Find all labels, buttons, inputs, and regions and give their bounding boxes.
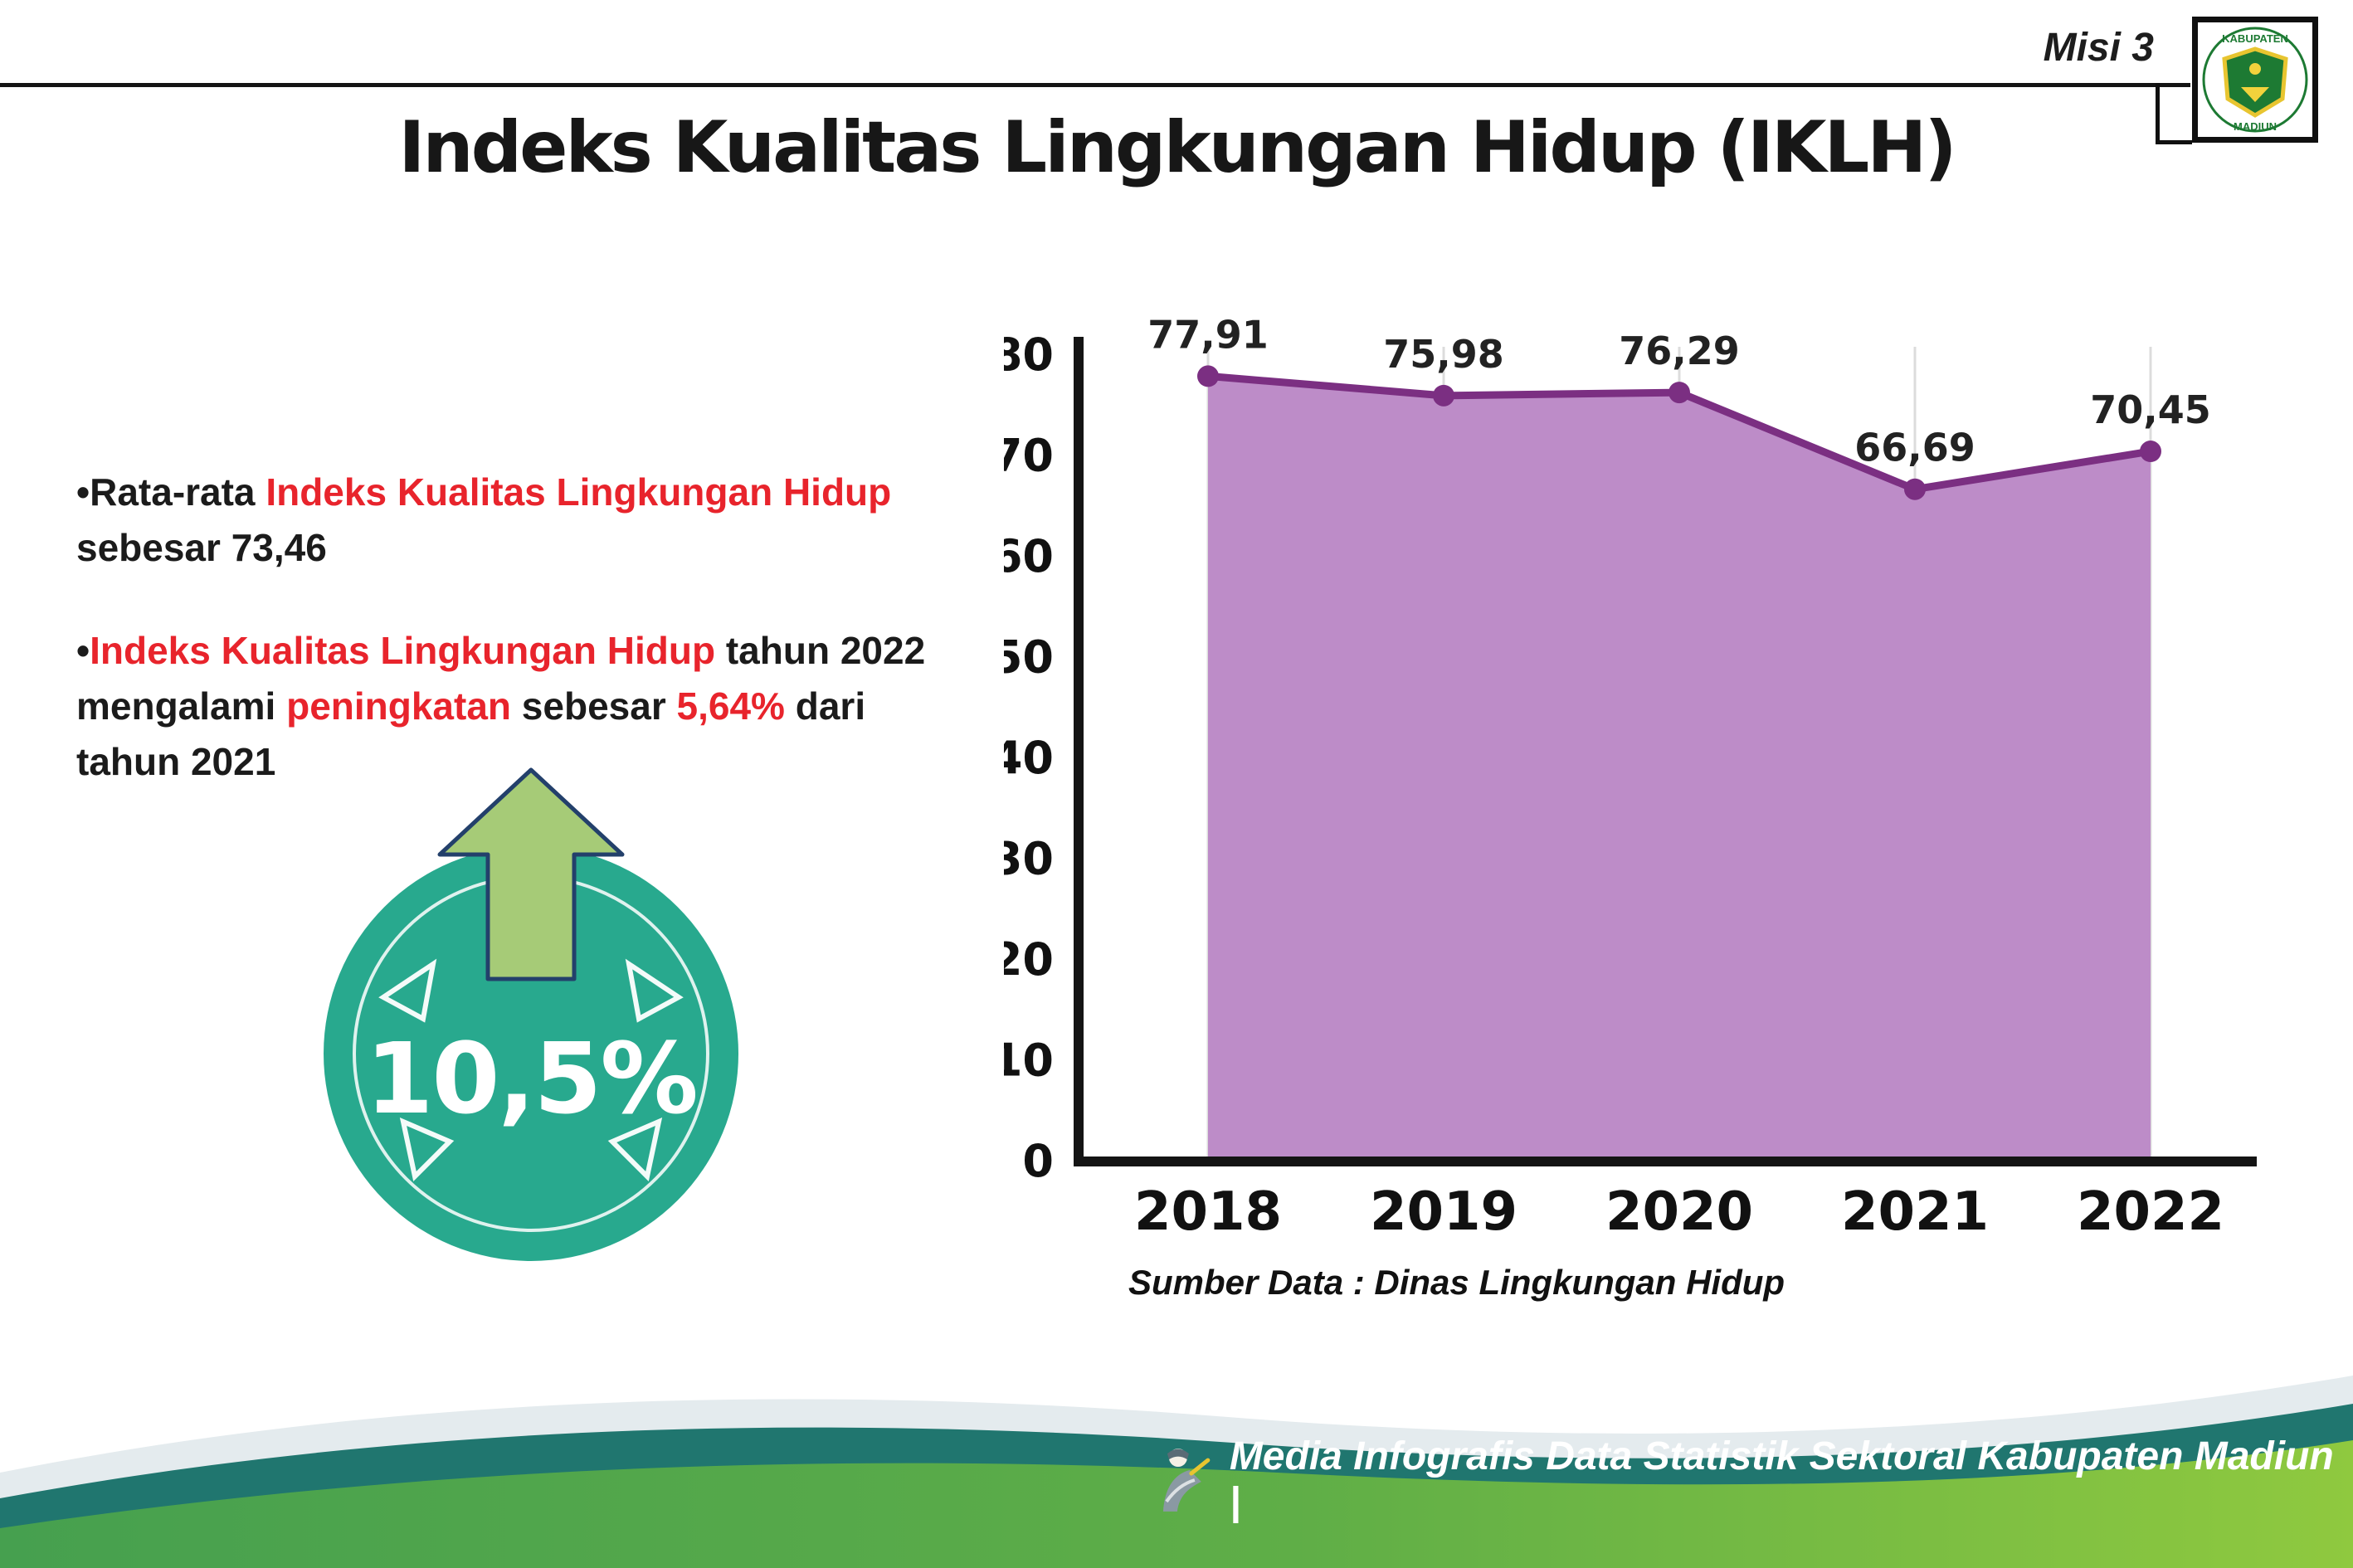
svg-text:2019: 2019	[1370, 1181, 1518, 1243]
insight-bullet-1: •Rata-rata Indeks Kualitas Lingkungan Hi…	[76, 465, 972, 575]
svg-text:2020: 2020	[1605, 1181, 1753, 1243]
svg-text:60: 60	[1004, 530, 1054, 582]
bullet1-tail: sebesar 73,46	[76, 525, 327, 569]
svg-text:20: 20	[1004, 933, 1054, 986]
misi-label: Misi 3	[2043, 26, 2154, 70]
logo-text-top: KABUPATEN	[2222, 32, 2288, 45]
logo-text-bottom: MADIUN	[2234, 120, 2277, 133]
svg-text:77,91: 77,91	[1147, 315, 1269, 357]
insight-bullet-2: •Indeks Kualitas Lingkungan Hidup tahun …	[76, 623, 972, 789]
svg-text:80: 80	[1004, 329, 1054, 381]
svg-text:30: 30	[1004, 833, 1054, 885]
svg-text:0: 0	[1022, 1135, 1054, 1187]
up-arrow-icon	[437, 767, 625, 981]
bullet1-text: Rata-rata	[90, 470, 266, 514]
svg-text:75,98: 75,98	[1383, 332, 1504, 377]
footer-credit: Media Infografis Data Statistik Sektoral…	[1153, 1434, 2353, 1525]
svg-text:70,45: 70,45	[2090, 387, 2211, 432]
svg-text:70: 70	[1004, 430, 1054, 482]
bullet2-tail: dari tahun 2021	[76, 684, 866, 783]
bullet2-highlight1: Indeks Kualitas Lingkungan Hidup	[90, 629, 716, 673]
bullet-marker: •	[76, 470, 90, 514]
svg-text:50: 50	[1004, 631, 1054, 684]
bullet2-text1: tahun 2022 mengalami	[76, 629, 926, 728]
increase-percent-value: 10,5%	[365, 1021, 698, 1136]
svg-text:40: 40	[1004, 732, 1054, 784]
area-chart-canvas: 77,91 75,98 76,29 66,69 70,45 0 10 20 30 40 50 60 70…	[991, 312, 2257, 1302]
kabupaten-madiun-crest-icon: KABUPATEN MADIUN	[2202, 27, 2308, 133]
footer-credit-text: Media Infografis Data Statistik Sektoral…	[1229, 1434, 2334, 1524]
bullet-marker: •	[76, 629, 90, 673]
insight-panel: •Rata-rata Indeks Kualitas Lingkungan Hi…	[76, 465, 972, 837]
bullet2-text2: sebesar	[511, 684, 677, 728]
svg-text:10: 10	[1004, 1035, 1054, 1087]
svg-text:76,29: 76,29	[1619, 329, 1740, 373]
kabupaten-madiun-logo: KABUPATEN MADIUN	[2192, 17, 2318, 143]
bullet2-highlight2: peningkatan	[286, 684, 512, 728]
iklh-area-chart: 77,91 75,98 76,29 66,69 70,45 0 10 20 30 40 50 60 70…	[991, 312, 2307, 1327]
svg-text:Sumber Data : Dinas Lingkungan: Sumber Data : Dinas Lingkungan Hidup	[1128, 1263, 1785, 1302]
logo-corner-bracket	[2156, 83, 2192, 144]
header-rule	[0, 83, 2190, 87]
svg-text:2021: 2021	[1841, 1181, 1989, 1243]
page-title: Indeks Kualitas Lingkungan Hidup (IKLH)	[398, 106, 1956, 189]
svg-text:66,69: 66,69	[1854, 426, 1975, 470]
svg-text:2022: 2022	[2077, 1181, 2224, 1243]
writer-icon	[1162, 1449, 1211, 1512]
svg-text:2018: 2018	[1134, 1181, 1282, 1243]
bullet1-highlight: Indeks Kualitas Lingkungan Hidup	[266, 470, 892, 514]
bullet2-highlight3: 5,64%	[676, 684, 785, 728]
